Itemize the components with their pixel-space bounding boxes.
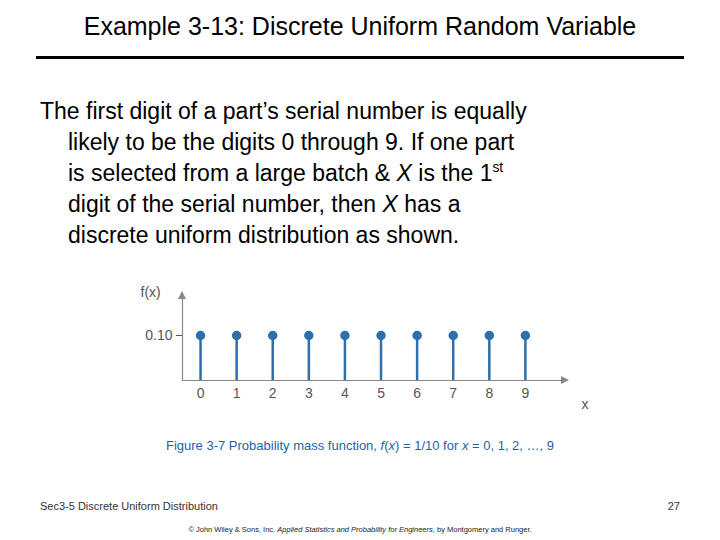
svg-text:3: 3 bbox=[305, 385, 313, 401]
svg-text:f(x): f(x) bbox=[141, 284, 161, 300]
html-text:discrete uniform distribution: discrete uniform distribution as shown. bbox=[68, 222, 460, 248]
html-text:The first digit of a part’s se: The first digit of a part’s serial numbe… bbox=[40, 98, 527, 124]
svg-text:9: 9 bbox=[522, 385, 530, 401]
svg-text:2: 2 bbox=[269, 385, 277, 401]
html-text:© John Wiley & Sons, Inc. Appl: © John Wiley & Sons, Inc. Applied Statis… bbox=[188, 525, 532, 534]
svg-text:6: 6 bbox=[413, 385, 421, 401]
svg-text:8: 8 bbox=[485, 385, 493, 401]
html-text:is selected from a large batch: is selected from a large batch & X is th… bbox=[68, 160, 504, 186]
html-text:likely to be the digits 0 thro: likely to be the digits 0 through 9. If … bbox=[68, 129, 515, 155]
svg-text:1: 1 bbox=[233, 385, 241, 401]
svg-text:x: x bbox=[582, 396, 589, 411]
html-text:27: 27 bbox=[667, 500, 680, 512]
svg-text:0: 0 bbox=[197, 385, 205, 401]
html-text:Figure 3-7 Probability mass fu: Figure 3-7 Probability mass function, f … bbox=[166, 438, 554, 453]
svg-text:4: 4 bbox=[341, 385, 349, 401]
html-text:Sec3-5 Discrete Uniform Distri: Sec3-5 Discrete Uniform Distribution bbox=[40, 500, 218, 512]
svg-text:5: 5 bbox=[377, 385, 385, 401]
html-text:Example 3-13: Discrete Uniform: Example 3-13: Discrete Uniform Random Va… bbox=[83, 12, 637, 40]
svg-text:0.10: 0.10 bbox=[145, 327, 172, 343]
svg-text:7: 7 bbox=[449, 385, 457, 401]
html-text:digit of the serial number, th: digit of the serial number, then X has a bbox=[68, 191, 461, 217]
